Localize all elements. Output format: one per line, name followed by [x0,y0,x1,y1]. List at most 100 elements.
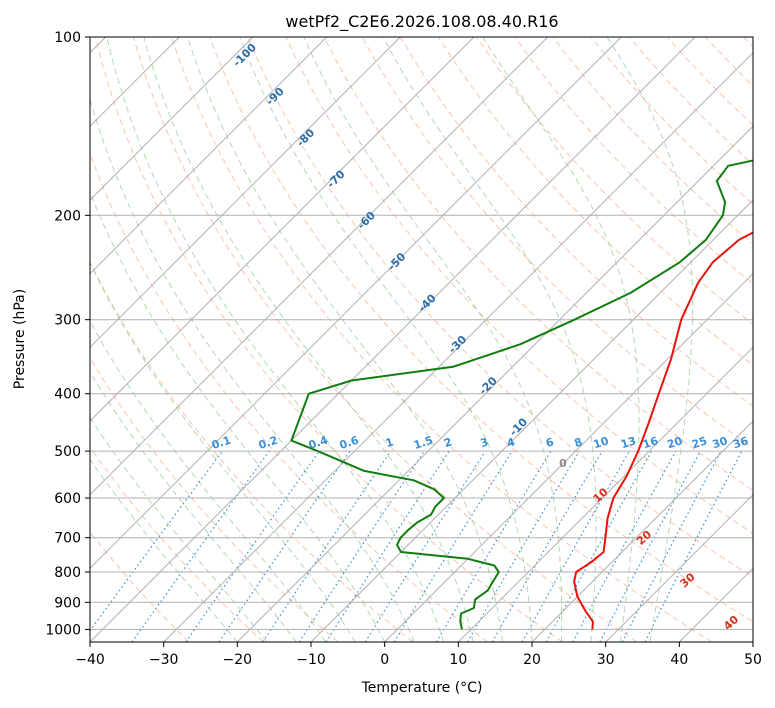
mixing-ratio-line [644,450,743,642]
dewpoint-profile [290,159,753,630]
mixing-ratio-line [185,450,320,642]
isotherm-line [678,567,753,642]
chart-title: wetPf2_C2E6.2026.108.08.40.R16 [285,12,558,32]
moist-adiabat-line [606,37,694,642]
dry-adiabat-line [552,37,753,245]
mixing-ratio-label: 0.4 [307,433,330,451]
isotherm-line [90,37,549,496]
isotherm-label: -100 [230,41,259,70]
y-axis-label: Pressure (hPa) [12,289,28,389]
dry-adiabat-line [323,37,753,491]
y-tick-label: 100 [54,30,81,46]
isotherm-line [90,37,622,570]
moist-adiabat-line [382,37,597,642]
mixing-ratio-line [131,450,270,642]
mixing-ratio-label: 20 [665,434,684,451]
isotherm-line [90,37,254,201]
x-tick-label: 30 [597,652,615,668]
mixing-ratio-line [364,450,486,642]
dry-adiabat-line [437,37,753,366]
isotherm-line [90,37,328,275]
moist-adiabat-line [90,320,327,642]
mixing-ratio-label: 0.2 [257,434,280,452]
x-axis: −40 −30 −20 −10 0 10 20 30 40 50 [75,642,762,668]
moist-adiabat-line [90,190,386,642]
x-axis-label: Temperature (°C) [361,680,483,696]
pressure-gridlines [90,37,753,630]
isotherm-line [605,493,753,642]
dry-adiabat-line [247,37,753,578]
line-labels: 0.1 0.2 0.4 0.6 1 1.5 2 3 4 6 8 10 13 16 20 25 30 36-100-… [210,41,750,633]
mixing-ratio-line [599,450,702,642]
mixing-ratio-label: 6 [544,435,556,450]
y-tick-label: 800 [54,565,81,581]
isotherm-label: -90 [264,85,287,108]
dry-adiabat-label: 30 [678,570,698,590]
dry-adiabat-line [171,37,712,642]
isotherm-line [457,346,753,642]
dry-adiabats [90,37,753,642]
dry-adiabat-line [514,37,753,285]
dry-adiabat-line [90,152,488,642]
y-tick-label: 300 [54,313,81,329]
mixing-ratio-label: 0.6 [338,433,361,451]
mixing-ratio-line [572,450,677,642]
x-tick-label: 40 [670,652,688,668]
y-tick-label: 500 [54,444,81,460]
moist-adiabat-label: 0 [559,457,567,470]
mixing-ratio-line [521,450,631,642]
isotherm-label: -80 [294,126,317,149]
mixing-ratio-label: 16 [641,434,660,451]
mixing-ratio-line [298,450,425,642]
isotherm-line [90,37,696,642]
dry-adiabat-line [209,37,753,623]
dry-adiabat-line [90,356,339,642]
profiles [290,159,753,630]
dry-adiabat-line [743,37,753,48]
dry-adiabat-line [94,37,563,642]
mixing-ratio-line [435,450,552,642]
moist-adiabat-line [90,370,297,642]
moist-adiabat-line [303,37,563,642]
isotherm-line [236,125,753,642]
isotherm-line [531,420,753,642]
y-tick-label: 700 [54,531,81,547]
mixing-ratio-label: 36 [731,434,750,451]
y-tick-label: 1000 [45,622,81,638]
isotherm-line [310,199,753,642]
mixing-ratio-label: 3 [479,435,490,450]
moist-adiabat-line [90,261,356,642]
isotherm-line [384,272,753,642]
mixing-ratio-label: 30 [711,434,730,451]
dry-adiabat-line [132,37,638,642]
mixing-ratio-line [466,450,580,642]
x-tick-label: −30 [149,652,179,668]
moist-adiabat-line [482,37,640,642]
mixing-ratio-line [325,450,450,642]
x-tick-label: −20 [223,652,253,668]
y-tick-label: 900 [54,595,81,611]
y-tick-label: 200 [54,208,81,224]
moist-adiabat-line [90,416,268,642]
x-tick-label: −10 [296,652,326,668]
moist-adiabat-line [90,458,238,642]
dry-adiabat-line [90,531,190,642]
moist-adiabat-line [239,37,533,642]
mixing-ratio-label: 10 [592,434,611,451]
mixing-ratio-label: 2 [442,435,453,450]
mixing-ratio-label: 13 [619,434,638,451]
x-tick-label: 10 [449,652,467,668]
x-tick-label: 50 [744,652,762,668]
dry-adiabat-line [285,37,753,535]
y-tick-label: 400 [54,387,81,403]
plot-area: 0.1 0.2 0.4 0.6 1 1.5 2 3 4 6 8 10 13 16 20 25 30 36-100-… [90,37,753,642]
mixing-ratio-line [545,450,653,642]
y-axis: 1000 900 800 700 600 500 400 300 200 100 [45,30,90,638]
x-tick-label: −40 [75,652,105,668]
isotherms [90,37,753,642]
mixing-ratio-label: 25 [690,434,709,451]
mixing-ratio-label: 1.5 [412,434,435,452]
x-tick-label: 0 [380,652,389,668]
isotherm-label: -40 [416,291,439,314]
